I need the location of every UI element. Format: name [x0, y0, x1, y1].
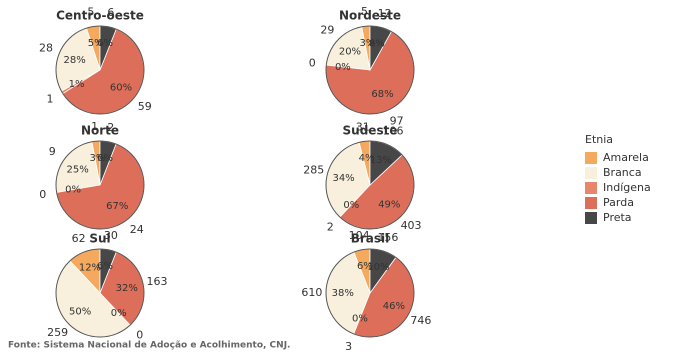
pie-title: Nordeste: [339, 9, 401, 23]
count-label: 29: [320, 24, 334, 37]
count-label: 62: [72, 232, 86, 245]
pie-title: Brasil: [351, 232, 390, 246]
count-label: 24: [130, 223, 144, 236]
percent-label: 67%: [106, 201, 128, 212]
percent-label: 50%: [69, 307, 91, 318]
pie-outline: [55, 140, 145, 230]
legend-label: Indígena: [603, 181, 651, 194]
count-label: 0: [136, 328, 143, 341]
legend-label: Parda: [603, 196, 634, 209]
percent-label: 0%: [352, 313, 368, 324]
percent-label: 6%: [357, 261, 373, 272]
legend-label: Amarela: [603, 151, 649, 164]
legend-swatch: [585, 197, 597, 209]
percent-label: 0%: [335, 62, 351, 73]
count-label: 28: [39, 42, 53, 55]
percent-label: 38%: [332, 288, 354, 299]
percent-label: 6%: [97, 38, 113, 49]
pie-title: Sul: [89, 232, 110, 246]
count-label: 97: [390, 115, 404, 128]
count-label: 3: [345, 340, 352, 353]
count-label: 156: [377, 231, 398, 244]
percent-label: 12%: [79, 263, 101, 274]
percent-label: 34%: [332, 173, 354, 184]
count-label: 1: [91, 120, 98, 133]
percent-label: 25%: [66, 164, 88, 175]
percent-label: 3%: [90, 153, 106, 164]
count-label: 2: [327, 220, 334, 233]
percent-label: 1%: [69, 79, 85, 90]
legend-label: Branca: [603, 166, 642, 179]
count-label: 30: [104, 229, 118, 242]
percent-label: 13%: [370, 155, 392, 166]
percent-label: 20%: [339, 46, 361, 57]
legend-label: Preta: [603, 211, 632, 224]
count-label: 1: [47, 93, 54, 106]
legend-title: Etnia: [585, 133, 613, 146]
percent-label: 6%: [97, 153, 113, 164]
count-label: 259: [47, 326, 68, 339]
percent-label: 4%: [359, 153, 375, 164]
legend-swatch: [585, 152, 597, 164]
source: Fonte: Sistema Nacional de Adoção e Acol…: [8, 341, 290, 351]
pie-title: Norte: [81, 124, 119, 138]
count-label: 5: [361, 5, 368, 18]
count-label: 2: [107, 121, 114, 134]
percent-label: 0%: [65, 185, 81, 196]
count-label: 106: [383, 125, 404, 138]
pie-title: Centro-oeste: [56, 9, 144, 23]
percent-label: 49%: [378, 199, 400, 210]
percent-label: 60%: [110, 82, 132, 93]
legend-swatch: [585, 212, 597, 224]
percent-label: 10%: [367, 262, 389, 273]
count-label: 610: [301, 286, 322, 299]
count-label: 746: [410, 314, 431, 327]
count-label: 163: [147, 275, 168, 288]
pie-outline: [55, 25, 145, 115]
count-label: 9: [49, 145, 56, 158]
count-label: 5: [87, 6, 94, 19]
percent-label: 3%: [359, 38, 375, 49]
percent-label: 32%: [116, 283, 138, 294]
count-label: 6: [107, 6, 114, 19]
count-label: 59: [138, 100, 152, 113]
pie-outline: [325, 248, 415, 338]
pie-outline: [55, 248, 145, 338]
count-label: 285: [303, 164, 324, 177]
percent-label: 5%: [88, 38, 104, 49]
legend-swatch: [585, 182, 597, 194]
count-label: 12: [378, 7, 392, 20]
percent-label: 68%: [371, 89, 393, 100]
percent-label: 8%: [369, 39, 385, 50]
pie-title: Sudeste: [343, 124, 398, 138]
percent-label: 6%: [97, 261, 113, 272]
count-label: 31: [356, 120, 370, 133]
count-label: 403: [401, 219, 422, 232]
percent-label: 0%: [343, 200, 359, 211]
count-label: 104: [349, 229, 370, 242]
legend-swatch: [585, 167, 597, 179]
count-label: 0: [309, 57, 316, 70]
pie-outline: [325, 25, 415, 115]
percent-label: 46%: [383, 301, 405, 312]
percent-label: 0%: [111, 308, 127, 319]
percent-label: 28%: [64, 55, 86, 66]
pie-outline: [325, 140, 415, 230]
count-label: 0: [39, 188, 46, 201]
